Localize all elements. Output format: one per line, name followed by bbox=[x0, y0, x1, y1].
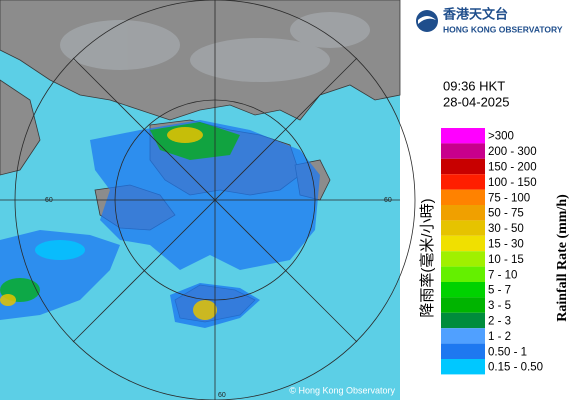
legend-swatch bbox=[441, 359, 485, 375]
legend-label: 50 - 75 bbox=[488, 208, 524, 220]
legend-label: 1 - 2 bbox=[488, 331, 511, 343]
legend-swatch bbox=[441, 220, 485, 236]
legend-label: 150 - 200 bbox=[488, 162, 537, 174]
legend-label: 100 - 150 bbox=[488, 177, 537, 189]
ring-label: 60 bbox=[218, 392, 226, 399]
legend-label: 7 - 10 bbox=[488, 269, 517, 281]
legend-swatch bbox=[441, 235, 485, 252]
legend-swatch bbox=[441, 189, 485, 205]
legend-label: 5 - 7 bbox=[488, 285, 511, 297]
legend-swatch bbox=[441, 251, 485, 267]
legend-swatch bbox=[441, 143, 485, 159]
legend-label: 3 - 5 bbox=[488, 300, 511, 312]
legend-swatch bbox=[441, 205, 485, 221]
legend-label: 75 - 100 bbox=[488, 192, 530, 204]
legend-swatch bbox=[441, 174, 485, 190]
logo-en: HONG KONG OBSERVATORY bbox=[443, 24, 563, 34]
copyright: © Hong Kong Observatory bbox=[289, 385, 395, 395]
legend-label: 0.50 - 1 bbox=[488, 346, 527, 358]
legend-label: 200 - 300 bbox=[488, 146, 537, 158]
legend-label: 30 - 50 bbox=[488, 223, 524, 235]
legend-swatch bbox=[441, 328, 485, 344]
legend-label: >300 bbox=[488, 131, 514, 143]
legend-label: 2 - 3 bbox=[488, 316, 511, 328]
logo: 香港天文台 HONG KONG OBSERVATORY bbox=[416, 6, 563, 34]
legend-swatch bbox=[441, 343, 485, 359]
legend-title-zh: 降雨率(毫米/小時) bbox=[418, 198, 436, 317]
legend-label: 0.15 - 0.50 bbox=[488, 362, 543, 374]
legend-swatch bbox=[441, 128, 485, 144]
logo-zh: 香港天文台 bbox=[442, 6, 508, 21]
legend-swatch bbox=[441, 158, 485, 175]
date: 28-04-2025 bbox=[443, 94, 510, 109]
logo-mark bbox=[416, 10, 438, 32]
legend-swatch bbox=[441, 282, 485, 298]
legend: >300 200 - 300 150 - 200 100 - 150 75 - 100 5… bbox=[441, 128, 543, 375]
time: 09:36 HKT bbox=[443, 78, 505, 93]
ring-label: 60 bbox=[384, 197, 392, 204]
legend-swatch bbox=[441, 297, 485, 313]
range-rings bbox=[0, 0, 416, 400]
terrain bbox=[60, 12, 370, 82]
legend-swatch bbox=[441, 266, 485, 282]
legend-label: 10 - 15 bbox=[488, 254, 524, 266]
legend-title-en: Rainfall Rate (mm/h) bbox=[555, 194, 570, 322]
legend-label: 15 - 30 bbox=[488, 239, 524, 251]
ring-label: 60 bbox=[45, 197, 53, 204]
legend-swatch bbox=[441, 312, 485, 329]
rain-echo bbox=[0, 120, 320, 328]
